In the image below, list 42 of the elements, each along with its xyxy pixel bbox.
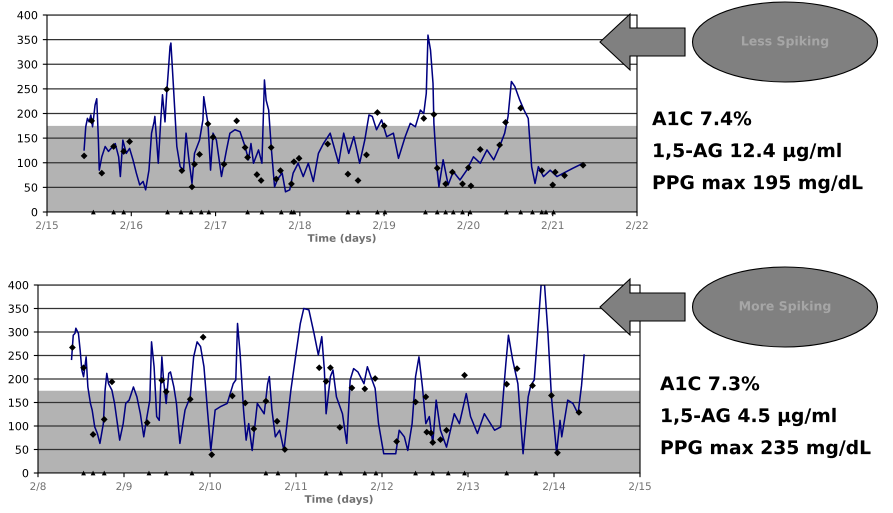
y-tick-label: 200 xyxy=(8,374,28,384)
x-tick-label: 2/15 xyxy=(629,482,651,491)
y-tick-label: 350 xyxy=(18,36,38,44)
y-tick-label: 150 xyxy=(8,398,28,407)
text: A1C 7.3% xyxy=(660,376,760,390)
x-tick-label: 2/17 xyxy=(204,221,226,230)
y-tick-label: 100 xyxy=(8,422,28,430)
text: 1,5-AG 4.5 µg/ml xyxy=(662,408,836,426)
x-tick-label: 2/21 xyxy=(542,221,564,230)
x-axis-title: Time (days) xyxy=(308,234,376,244)
x-tick-label: 2/8 xyxy=(30,482,46,491)
y-tick-label: 150 xyxy=(18,134,38,143)
y-tick-label: 200 xyxy=(18,109,38,118)
x-tick-label: 2/12 xyxy=(371,482,393,491)
y-tick-label: 100 xyxy=(18,158,38,168)
x-tick-label: 2/10 xyxy=(199,482,222,491)
y-tick-label: 50 xyxy=(24,183,38,192)
text: PPG max 195 mg/dL xyxy=(654,174,863,194)
text: A1C 7.4% xyxy=(652,111,752,126)
x-tick-label: 2/11 xyxy=(285,482,307,491)
y-tick-label: 50 xyxy=(16,445,28,454)
text: PPG max 235 mg/dL xyxy=(662,440,871,458)
y-tick-label: 0 xyxy=(22,468,28,478)
x-tick-label: 2/20 xyxy=(457,221,480,230)
x-axis-title: Time (days) xyxy=(304,494,373,506)
y-tick-label: 400 xyxy=(17,10,38,20)
y-tick-label: 300 xyxy=(8,328,28,336)
y-tick-label: 250 xyxy=(8,351,28,360)
y-tick-label: 250 xyxy=(18,84,38,94)
y-tick-label: 0 xyxy=(32,208,38,216)
y-tick-label: 300 xyxy=(18,60,38,69)
x-tick-label: 2/13 xyxy=(457,482,479,491)
x-tick-label: 2/19 xyxy=(373,221,396,230)
x-tick-label: 2/15 xyxy=(36,221,58,230)
x-tick-label: 2/14 xyxy=(543,482,566,491)
x-tick-label: 2/9 xyxy=(116,482,132,491)
text: 1,5-AG 12.4 µg/ml xyxy=(654,142,841,162)
x-tick-label: 2/18 xyxy=(288,221,311,230)
x-tick-label: 2/16 xyxy=(120,221,142,230)
y-tick-label: 350 xyxy=(8,304,28,313)
x-tick-label: 2/22 xyxy=(626,221,648,230)
y-tick-label: 400 xyxy=(8,280,28,290)
